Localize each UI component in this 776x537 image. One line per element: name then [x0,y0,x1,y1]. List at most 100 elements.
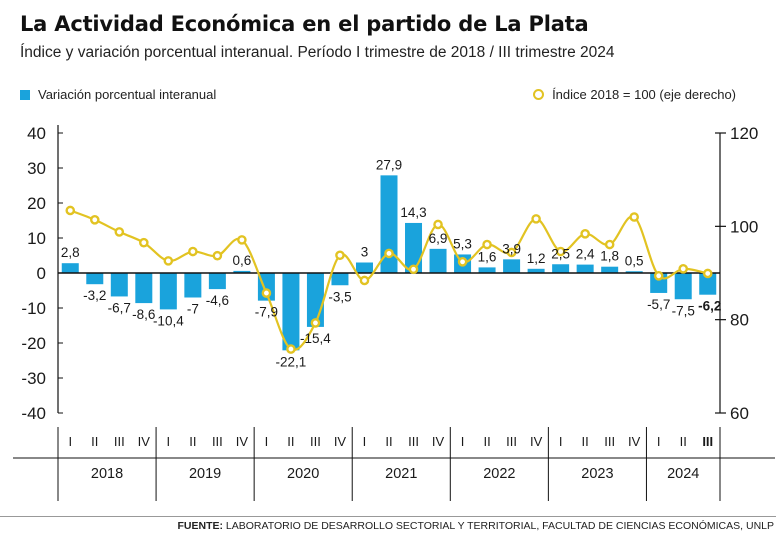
source-text: LABORATORIO DE DESARROLLO SECTORIAL Y TE… [223,520,774,532]
bar-variacion [208,273,226,290]
bar-data-label: -4,6 [206,293,229,308]
index-point [89,214,100,225]
index-point [653,270,664,281]
bar-variacion [601,266,619,273]
index-point [310,318,321,328]
quarter-label: III [604,434,615,449]
bar-variacion [184,273,202,298]
bar-variacion [233,270,251,273]
quarter-label: I [559,434,563,449]
right-axis-tick-label: 60 [730,404,749,423]
quarter-label: III [408,434,419,449]
left-axis-tick-label: -30 [21,369,46,388]
index-point [678,263,689,274]
bar-variacion [429,248,447,273]
quarter-label: I [265,434,269,449]
index-point [629,212,639,222]
quarter-label: IV [236,434,249,449]
quarter-label: III [310,434,321,449]
bar-variacion [478,267,496,273]
index-point [212,250,223,261]
bar-data-label: 0,5 [625,253,644,268]
left-axis-tick-label: 0 [37,264,46,283]
quarter-label: IV [334,434,347,449]
bar-variacion [380,175,398,273]
left-axis-tick-label: 40 [27,124,46,143]
bar-variacion [625,271,643,273]
bar-variacion [61,263,79,273]
bar-data-label: -5,7 [647,297,670,312]
bar-data-label: -3,5 [328,289,351,304]
bar-data-label: 1,2 [527,251,546,266]
quarter-label: II [91,434,98,449]
bar-variacion [405,222,423,273]
bar-data-label: -6,7 [108,300,131,315]
quarter-label: I [68,434,72,449]
index-point [286,344,296,354]
quarter-label: IV [628,434,641,449]
bar-variacion [135,273,153,304]
bar-variacion [331,273,349,286]
index-point [261,288,272,298]
left-axis-tick-label: -20 [21,334,46,353]
bar-data-label: -8,6 [132,307,155,322]
index-point [702,268,713,279]
year-label: 2021 [385,466,417,482]
bar-variacion [576,264,594,273]
index-point [580,228,590,239]
bar-data-label: 3,9 [502,241,521,256]
index-point [457,256,468,267]
left-axis-tick-label: -40 [21,404,46,423]
bar-data-label: 3 [361,245,369,260]
bar-variacion [674,273,692,300]
bar-variacion [527,268,545,273]
bar-data-label: 2,5 [551,246,570,261]
legend-line-label: Índice 2018 = 100 (eje derecho) [552,87,736,102]
bar-data-label: -3,2 [83,288,106,303]
index-point [506,247,517,258]
index-point [555,246,566,257]
index-point [188,246,198,257]
chart-subtitle: Índice y variación porcentual interanual… [20,44,615,61]
bar-data-label: 27,9 [376,157,402,172]
bar-data-label: 14,3 [400,205,426,220]
bar-data-label: 2,8 [61,245,80,260]
quarter-label: IV [432,434,445,449]
index-point [335,250,345,261]
year-label: 2024 [667,466,699,482]
right-axis-tick-label: 100 [730,217,758,236]
quarter-label: III [114,434,125,449]
right-axis-tick-label: 120 [730,124,758,143]
quarter-label: I [657,434,661,449]
legend-bar-label: Variación porcentual interanual [38,87,217,102]
quarter-label: I [167,434,171,449]
chart-title: La Actividad Económica en el partido de … [20,12,589,36]
index-point [604,239,615,250]
bar-data-label: 0,6 [232,253,251,268]
bar-variacion [282,273,300,351]
quarter-label: II [287,434,294,449]
index-point [384,248,394,259]
source-label: FUENTE: [177,520,224,532]
bar-data-label: -10,4 [153,313,184,328]
legend-bar-entry: Variación porcentual interanual [20,87,216,102]
quarter-label: II [189,434,196,449]
quarter-label: II [582,434,589,449]
bar-variacion [86,273,104,285]
bar-data-label: -7 [187,302,199,317]
bar-variacion [159,273,177,310]
source-note: FUENTE: LABORATORIO DE DESARROLLO SECTOR… [178,520,775,532]
index-point [65,205,76,216]
bar-data-label: -22,1 [276,354,307,369]
quarter-label: II [385,434,392,449]
bar-data-label: -15,4 [300,331,331,346]
year-label: 2023 [581,466,613,482]
legend-line-swatch [533,89,545,100]
quarter-label: III [506,434,517,449]
bar-variacion [355,262,373,273]
index-point [139,237,149,248]
bar-variacion [699,273,717,295]
left-axis-tick-label: 30 [27,159,46,178]
quarter-label: III [702,434,713,449]
bar-data-label: -7,9 [255,305,278,320]
